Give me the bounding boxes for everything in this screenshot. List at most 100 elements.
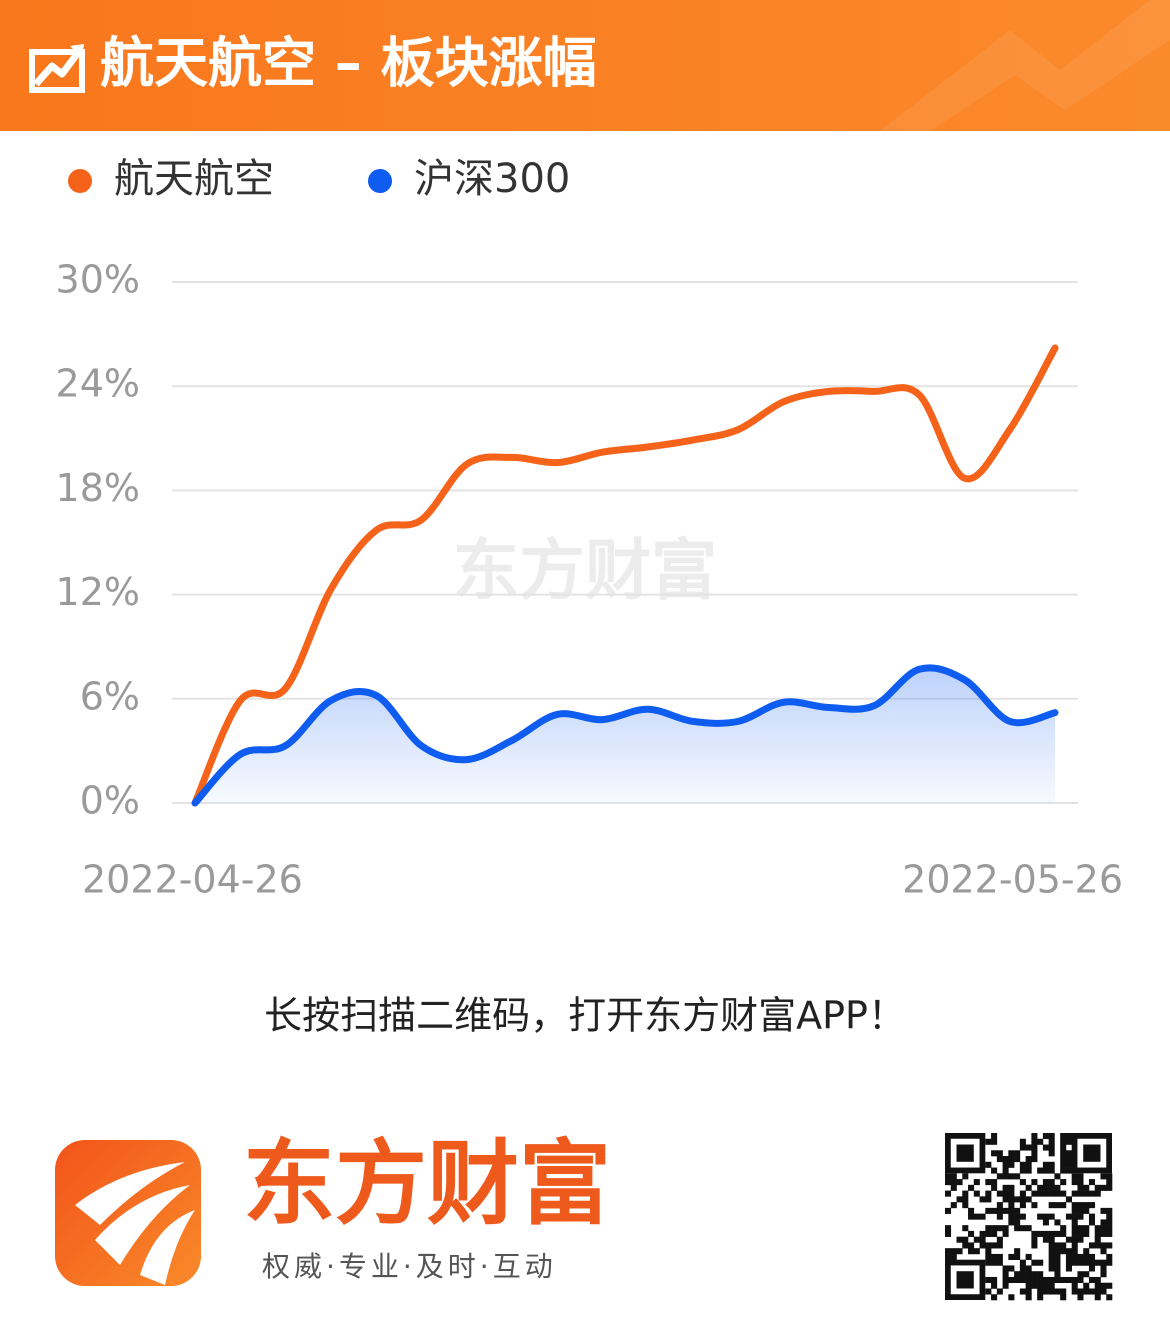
qr-module <box>979 1230 986 1237</box>
qr-module <box>1054 1230 1061 1237</box>
qr-module <box>950 1202 957 1209</box>
qr-finder-center <box>1083 1144 1101 1162</box>
qr-module <box>1019 1225 1026 1232</box>
qr-finder <box>945 1132 986 1174</box>
qr-module <box>1008 1219 1015 1226</box>
qr-module <box>1002 1225 1009 1232</box>
qr-module <box>979 1236 986 1243</box>
qr-module <box>1031 1236 1038 1243</box>
qr-module <box>991 1179 998 1186</box>
qr-module <box>996 1202 1003 1209</box>
qr-module <box>956 1248 963 1255</box>
qr-module <box>1042 1236 1049 1243</box>
qr-module <box>1060 1288 1067 1295</box>
qr-module <box>1065 1150 1072 1157</box>
qr-module <box>1100 1259 1107 1266</box>
qr-module <box>1014 1207 1021 1214</box>
qr-module <box>1042 1161 1049 1168</box>
qr-module <box>1014 1271 1021 1278</box>
qr-module <box>996 1242 1003 1249</box>
qr-module <box>956 1196 963 1203</box>
qr-module <box>1077 1276 1084 1284</box>
qr-module <box>962 1173 969 1180</box>
qr-module <box>1094 1242 1101 1249</box>
qr-module <box>996 1173 1003 1180</box>
qr-module <box>1071 1207 1078 1214</box>
qr-finder <box>945 1259 986 1301</box>
qr-module <box>1048 1184 1055 1191</box>
qr-module <box>1088 1276 1096 1284</box>
qr-module <box>1048 1161 1055 1168</box>
qr-module <box>1048 1259 1055 1266</box>
qr-module <box>1042 1190 1049 1197</box>
qr-module <box>962 1190 969 1197</box>
qr-module <box>1071 1253 1078 1260</box>
qr-module <box>1002 1184 1009 1191</box>
qr-module <box>945 1207 952 1214</box>
qr-module <box>1083 1248 1090 1255</box>
qr-module <box>1025 1167 1032 1174</box>
qr-module <box>1031 1271 1038 1278</box>
qr-module <box>991 1282 998 1289</box>
qr-module <box>950 1179 957 1186</box>
qr-module <box>1031 1282 1038 1289</box>
qr-module <box>1042 1167 1049 1174</box>
qr-module <box>1100 1184 1107 1191</box>
qr-module <box>1060 1150 1067 1157</box>
qr-module <box>1019 1259 1026 1266</box>
qr-module <box>1025 1271 1032 1278</box>
qr-module <box>1019 1144 1026 1151</box>
qr-module <box>1060 1242 1067 1249</box>
qr-module <box>996 1156 1003 1163</box>
qr-module <box>1048 1253 1055 1260</box>
qr-module <box>1054 1184 1061 1191</box>
qr-module <box>1014 1213 1021 1220</box>
qr-module <box>1037 1230 1044 1237</box>
qr-module <box>968 1248 975 1255</box>
qr-module <box>1002 1276 1009 1284</box>
qr-module <box>950 1248 957 1255</box>
qr-module <box>1071 1202 1078 1209</box>
qr-module <box>1008 1150 1015 1157</box>
qr-module <box>1014 1219 1021 1226</box>
qr-module <box>1037 1138 1044 1145</box>
qr-module <box>1083 1259 1090 1266</box>
qr-module <box>1048 1202 1055 1209</box>
qr-module <box>1025 1253 1032 1260</box>
qr-module <box>1008 1202 1015 1209</box>
qr-module <box>1042 1219 1049 1226</box>
qr-module <box>1071 1179 1078 1186</box>
qr-module <box>1019 1271 1026 1278</box>
qr-module <box>1025 1161 1032 1168</box>
qr-module <box>1077 1294 1084 1301</box>
qr-module <box>1065 1133 1072 1140</box>
qr-module <box>968 1242 975 1249</box>
qr-module <box>1008 1184 1015 1191</box>
qr-module <box>1106 1219 1113 1226</box>
header-bar <box>0 0 1170 131</box>
qr-module <box>968 1184 975 1191</box>
qr-module <box>1106 1253 1113 1260</box>
qr-module <box>1088 1190 1096 1197</box>
qr-module <box>1060 1294 1067 1301</box>
qr-module <box>1071 1236 1078 1243</box>
qr-module <box>1100 1288 1107 1295</box>
qr-module <box>985 1179 992 1186</box>
qr-module <box>1002 1196 1009 1203</box>
qr-module <box>1065 1196 1072 1203</box>
qr-module <box>991 1207 998 1214</box>
qr-module <box>1077 1179 1084 1186</box>
qr-module <box>1077 1253 1084 1260</box>
qr-module <box>1002 1173 1009 1180</box>
qr-module <box>1060 1248 1067 1255</box>
qr-module <box>1054 1248 1061 1255</box>
qr-module <box>1077 1190 1084 1197</box>
app-logo <box>55 1140 201 1286</box>
qr-module <box>1037 1167 1044 1174</box>
qr-module <box>962 1202 969 1209</box>
x-tick-label: 2022-05-26 <box>902 858 1123 902</box>
qr-module <box>1031 1138 1038 1145</box>
qr-module <box>1071 1190 1078 1197</box>
qr-module <box>1042 1144 1049 1151</box>
qr-module <box>973 1213 980 1220</box>
